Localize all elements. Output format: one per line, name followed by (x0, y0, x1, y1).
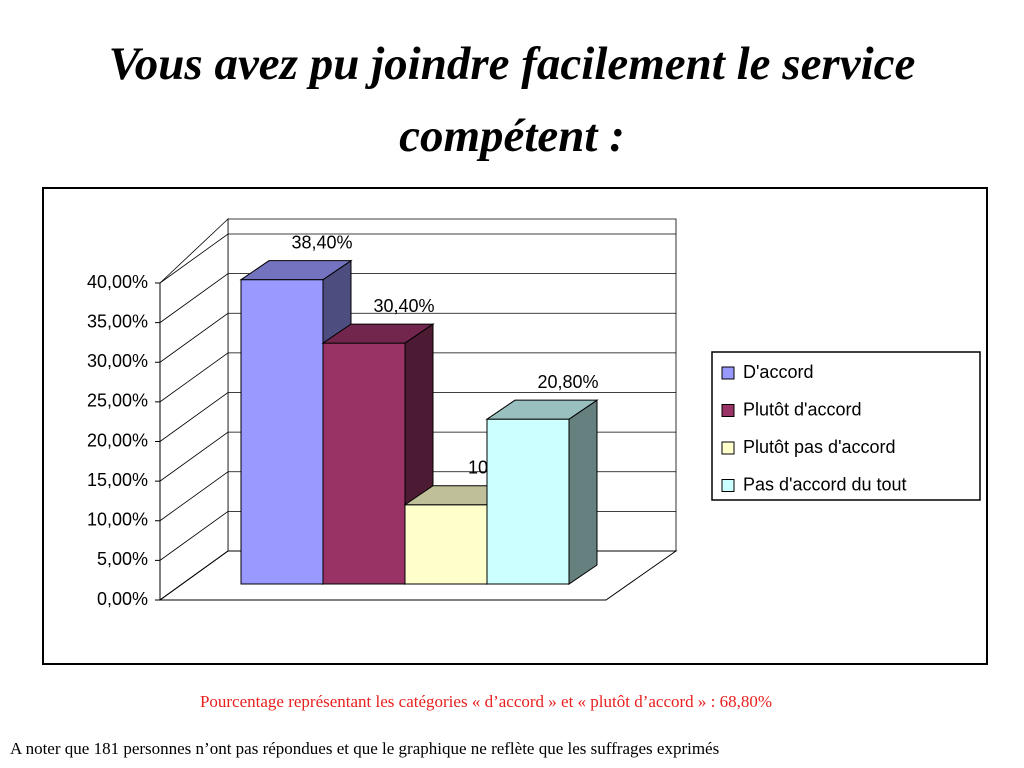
grid-line (159, 233, 676, 284)
legend-swatch (721, 404, 735, 417)
y-tick-label: 25,00% (87, 391, 148, 411)
bar-top (239, 260, 353, 281)
y-tick-label: 20,00% (87, 430, 148, 450)
legend-swatch (721, 441, 735, 455)
legend-swatch (721, 479, 735, 492)
chart-title: Vous avez pu joindre facilement le servi… (108, 38, 916, 162)
bar-side (568, 399, 598, 585)
grid-line (159, 273, 676, 323)
annotation: A noter que 181 personnes n’ont pas répo… (10, 739, 719, 758)
legend-label: Pas d'accord du tout (743, 474, 907, 494)
value-label: 30,40% (373, 296, 434, 316)
legend-box (711, 351, 981, 501)
grid-line (159, 392, 676, 442)
legend-label: Plutôt pas d'accord (743, 437, 896, 457)
bar (486, 418, 570, 585)
bar-top (321, 323, 435, 344)
y-tick-label: 35,00% (87, 311, 148, 331)
value-label: 20,80% (537, 372, 598, 392)
y-tick-label: 40,00% (87, 272, 148, 292)
legend-label: Plutôt d'accord (743, 399, 862, 419)
bar-top (485, 399, 599, 420)
bar (404, 504, 488, 585)
bar (322, 342, 406, 585)
legend-swatch (721, 366, 735, 380)
legend-label: D'accord (743, 362, 813, 382)
value-label: 38,40% (291, 232, 352, 252)
grid-line (159, 312, 676, 363)
y-tick-label: 5,00% (97, 549, 148, 569)
y-tick-label: 0,00% (97, 589, 148, 609)
side-wall (159, 218, 229, 601)
annotation: Pourcentage représentant les catégories … (200, 692, 772, 711)
y-tick-label: 15,00% (87, 470, 148, 490)
grid-line (159, 352, 676, 403)
y-tick-label: 30,00% (87, 351, 148, 371)
bar (240, 279, 324, 585)
y-tick-label: 10,00% (87, 510, 148, 530)
